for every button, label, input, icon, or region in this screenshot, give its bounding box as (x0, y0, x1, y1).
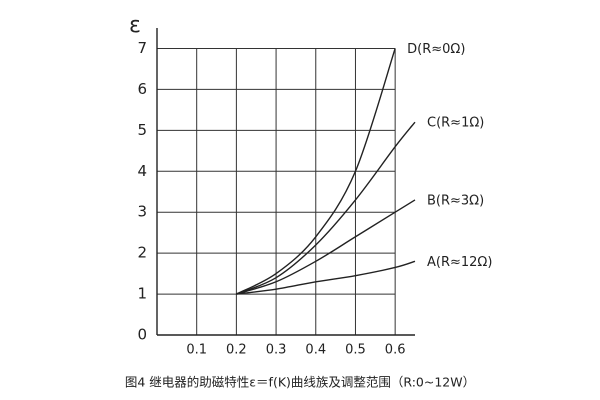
chart-caption: 图4 继电器的助磁特性ε＝f(K)曲线族及调整范围（R:0~12W） (125, 375, 475, 390)
curve-label: B(R≈3Ω) (427, 193, 484, 208)
x-tick-label: 0.4 (305, 343, 326, 358)
curve (236, 48, 396, 295)
x-tick-label: 0.1 (186, 343, 207, 358)
y-tick-label: 7 (137, 39, 147, 57)
y-tick-label: 1 (137, 285, 147, 303)
y-axis-label: ε (129, 13, 141, 38)
y-tick-label: 6 (137, 80, 147, 98)
x-tick-label: 0.6 (385, 343, 406, 358)
curve-label: C(R≈1Ω) (427, 116, 484, 131)
curve (236, 199, 416, 295)
curve-label: D(R≈0Ω) (407, 42, 465, 57)
x-tick-label: 0.3 (266, 343, 287, 358)
y-tick-label: 0 (137, 326, 147, 344)
curve (236, 121, 416, 295)
x-tick-label: 0.5 (345, 343, 366, 358)
y-tick-label: 3 (137, 203, 147, 221)
y-tick-label: 5 (137, 121, 147, 139)
y-tick-label: 2 (137, 244, 147, 262)
x-tick-label: 0.2 (226, 343, 247, 358)
curve-label: A(R≈12Ω) (427, 255, 492, 270)
y-tick-label: 4 (137, 162, 147, 180)
curve (236, 260, 416, 295)
